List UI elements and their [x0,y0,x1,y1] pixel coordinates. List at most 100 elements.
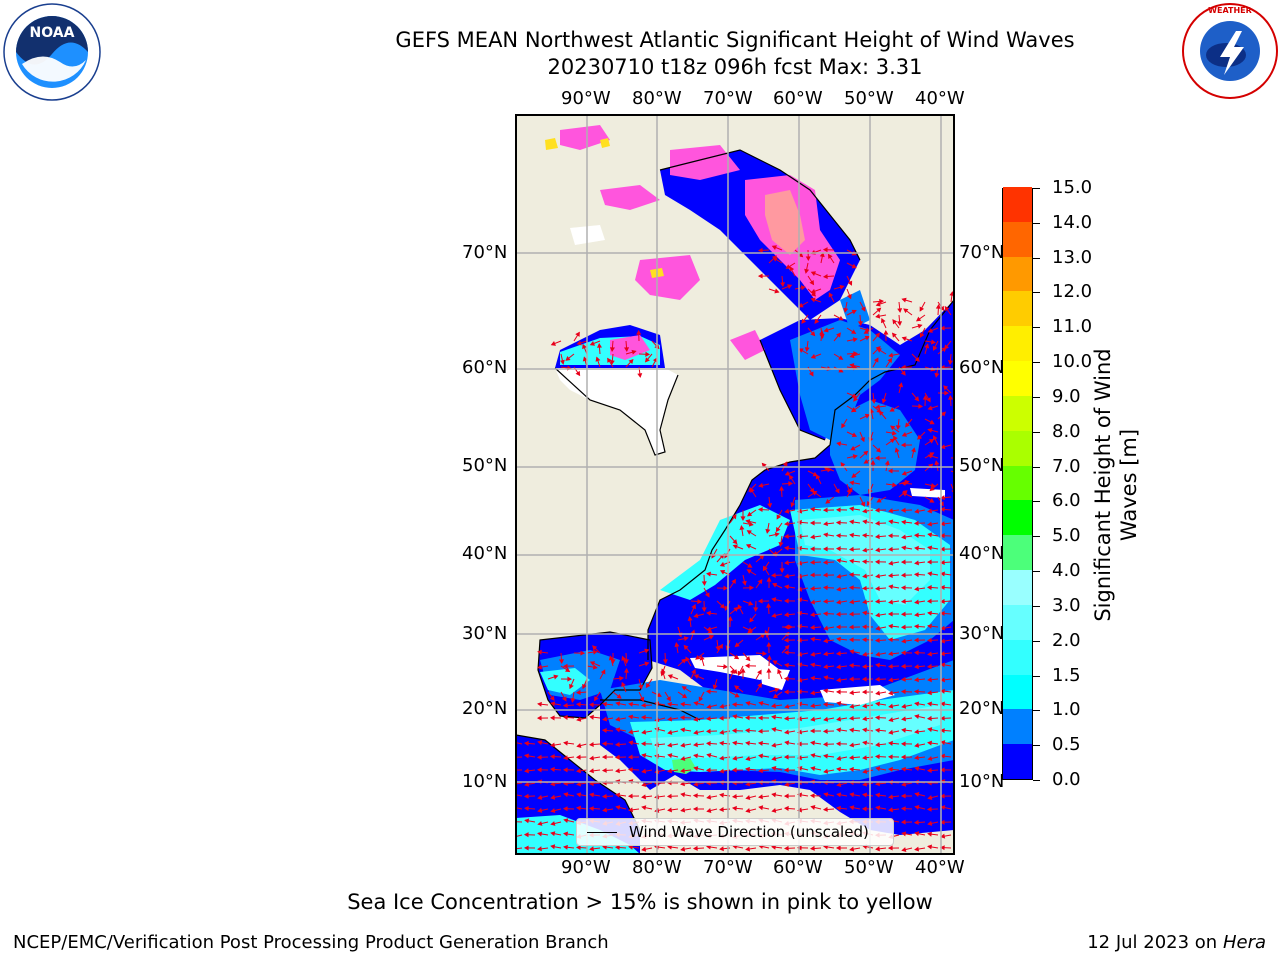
wind-arrow-head [875,792,881,798]
wind-arrow-head [783,715,789,722]
wind-arrow-head [746,511,753,517]
wind-arrow-head [887,573,893,578]
wind-arrow-head [512,756,515,759]
lat-tick-left: 50°N [462,455,508,476]
wind-arrow-head [835,651,841,656]
wind-arrow-head [680,742,686,748]
wind-arrow-head [940,677,946,683]
wind-arrow-head [582,343,587,350]
colorbar-tick-mark [1033,710,1040,712]
wind-arrow-head [809,572,815,578]
wind-arrow-head [894,447,900,453]
wind-arrow-head [939,533,945,539]
wind-arrow-head [565,356,571,361]
wind-arrow-head [602,701,607,707]
wind-arrow-head [745,808,751,813]
svg-text:NOAA: NOAA [30,25,75,41]
wind-arrow-head [889,438,895,444]
colorbar-tick-mark [1033,675,1040,677]
wind-arrow-head [836,766,841,772]
wind-arrow-head [875,651,881,657]
wind-arrow-head [550,742,556,748]
wind-arrow-head [888,677,894,683]
wind-arrow-head [914,831,920,837]
wind-arrow-head [627,767,633,773]
legend-line-icon [587,832,617,833]
wind-arrow-head [641,729,647,735]
colorbar-tick-label: 8.0 [1052,420,1081,442]
wind-arrow-head [576,743,582,748]
wind-arrow-head [848,715,854,721]
wind-arrow-head [757,728,763,734]
wind-arrow-head [600,669,606,675]
wind-arrow-head [861,689,867,695]
wind-arrow-head [667,701,672,707]
wind-arrow-head [641,768,647,774]
wind-arrow-head [780,282,786,288]
wind-arrow-head [878,410,884,416]
wind-arrow-head [863,450,869,456]
wind-arrow-head [810,675,815,681]
wind-arrow-head [901,534,907,540]
wind-arrow-head [852,454,858,460]
colorbar-tick-label: 0.0 [1052,769,1081,790]
wind-arrow-head [810,703,815,709]
lat-tick-right: 40°N [959,543,1005,564]
wind-arrow-head [731,728,737,734]
map-gridlines [516,115,954,854]
wind-arrow-head [828,292,834,298]
wind-arrow-head [779,568,785,574]
wind-arrow-head [843,307,849,313]
wind-arrow-head [836,782,842,788]
wind-arrow-head [875,625,881,631]
wind-arrow-head [524,753,530,759]
wind-arrow-head [901,545,907,551]
wind-arrow-head [823,532,829,538]
coastlines [516,149,954,831]
wind-arrow-head [707,628,713,634]
wind-arrow-head [733,654,740,660]
wind-arrow-head [900,507,906,513]
lon-tick-top: 90°W [561,88,611,109]
wind-arrow-head [913,689,919,695]
lat-tick-left: 20°N [462,698,508,719]
wind-arrow-head [536,715,542,721]
wind-arrow-head [734,692,740,698]
wind-arrow-head [888,690,894,696]
wind-arrow-head [914,599,920,605]
wind-arrow-head [922,394,928,400]
wind-arrow-head [693,716,699,722]
wind-arrow-head [888,599,894,605]
wind-arrow-head [575,689,581,696]
wind-arrow-head [875,701,881,707]
wind-arrow-head [718,643,723,649]
wind-arrow-head [888,717,894,722]
wind-arrow-head [524,781,530,787]
wind-arrow-head [614,845,620,850]
wind-arrow-head [705,740,711,747]
wind-arrow-head [666,793,672,799]
wind-arrow-head [927,328,933,333]
wind-arrow-head [823,675,829,681]
wind-arrow-head [895,425,901,430]
wind-arrow-head [536,767,542,773]
colorbar-tick-label: 0.5 [1052,734,1081,756]
wind-arrow-head [822,247,828,253]
wind-arrow-head [881,317,886,324]
wind-arrow-head [537,807,543,813]
wind-arrow-head [914,664,919,670]
wind-arrow-head [744,663,750,669]
wind-arrow-head [927,428,933,433]
wind-arrow-head [927,623,932,629]
wind-arrow-head [747,563,753,568]
wind-arrow-head [861,676,867,682]
wind-arrow-head [597,342,602,348]
wind-arrow-head [681,658,687,664]
wind-arrow-head [562,806,568,812]
wind-arrow-head [662,659,668,665]
wind-arrow-head [772,660,778,665]
wind-arrow-head [667,716,673,722]
wind-arrow-head [874,727,880,733]
wind-arrow-head [836,441,842,447]
